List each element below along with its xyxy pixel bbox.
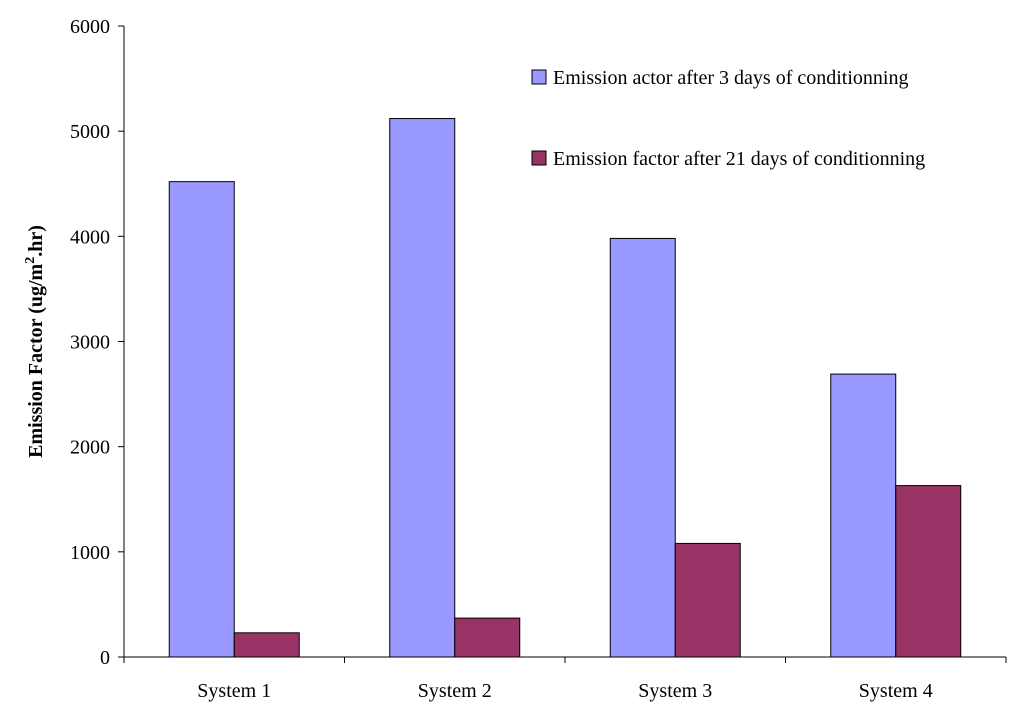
legend-label-3-days: Emission actor after 3 days of condition… (553, 67, 908, 89)
y-tick-label: 0 (100, 647, 110, 669)
x-category-label: System 2 (418, 680, 492, 702)
y-axis-title-prefix: Emission Factor (ug/m (25, 263, 47, 457)
y-axis-title-suffix: .hr) (25, 225, 47, 257)
y-tick-label: 5000 (70, 121, 110, 143)
y-axis-title: Emission Factor (ug/m2.hr) (23, 225, 47, 458)
bar-21-days (233, 632, 300, 658)
bars (168, 118, 962, 658)
y-tick-label: 4000 (70, 226, 110, 248)
x-category-label: System 3 (638, 680, 712, 702)
x-category-label: System 4 (859, 680, 933, 702)
bar-21-days (895, 485, 962, 658)
y-tick-label: 1000 (70, 542, 110, 564)
y-tick-label: 3000 (70, 332, 110, 354)
x-ticks: System 1 System 2 System 3 System 4 (123, 657, 1007, 702)
bar-3-days (830, 373, 897, 658)
legend-label-21-days: Emission factor after 21 days of conditi… (553, 148, 925, 170)
legend-swatch-3-days (531, 69, 547, 85)
y-ticks: 0 1000 2000 3000 4000 5000 6000 (70, 16, 124, 669)
bar-3-days (168, 181, 235, 658)
bar-3-days (609, 237, 676, 658)
bar-21-days (674, 542, 741, 658)
legend: Emission actor after 3 days of condition… (531, 67, 925, 170)
legend-swatch-21-days (531, 150, 547, 166)
y-tick-label: 6000 (70, 16, 110, 38)
x-category-label: System 1 (197, 680, 271, 702)
y-tick-label: 2000 (70, 437, 110, 459)
bar-3-days (389, 118, 456, 658)
bar-21-days (454, 617, 521, 658)
y-axis-title-superscript: 2 (23, 257, 38, 264)
